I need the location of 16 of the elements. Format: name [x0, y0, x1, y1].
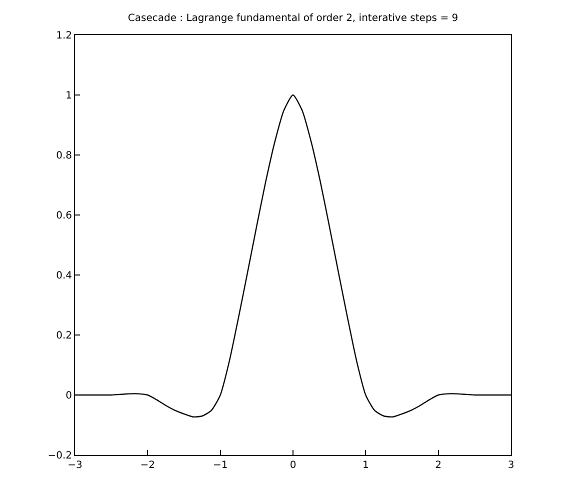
- y-tick-label: 1.2: [56, 30, 72, 42]
- y-tick-label: 0: [66, 390, 72, 402]
- y-tick-label: 0.8: [56, 150, 72, 162]
- x-tick-label: 1: [362, 460, 369, 471]
- y-tick-label: −0.2: [48, 450, 72, 462]
- x-tick-label: −2: [140, 460, 156, 471]
- x-tick-label: 2: [435, 460, 442, 471]
- x-tick-label: −3: [68, 460, 82, 471]
- x-tick-label: 0: [290, 460, 296, 471]
- x-tick-label: 3: [508, 460, 514, 471]
- y-tick-label: 0.2: [56, 330, 72, 342]
- chart-title: Casecade : Lagrange fundamental of order 2, interative steps = 9: [128, 13, 458, 24]
- y-tick-label: 0.6: [56, 210, 72, 222]
- y-tick-label: 0.4: [56, 270, 72, 282]
- y-tick-label: 1: [66, 90, 72, 102]
- x-tick-label: −1: [212, 460, 228, 471]
